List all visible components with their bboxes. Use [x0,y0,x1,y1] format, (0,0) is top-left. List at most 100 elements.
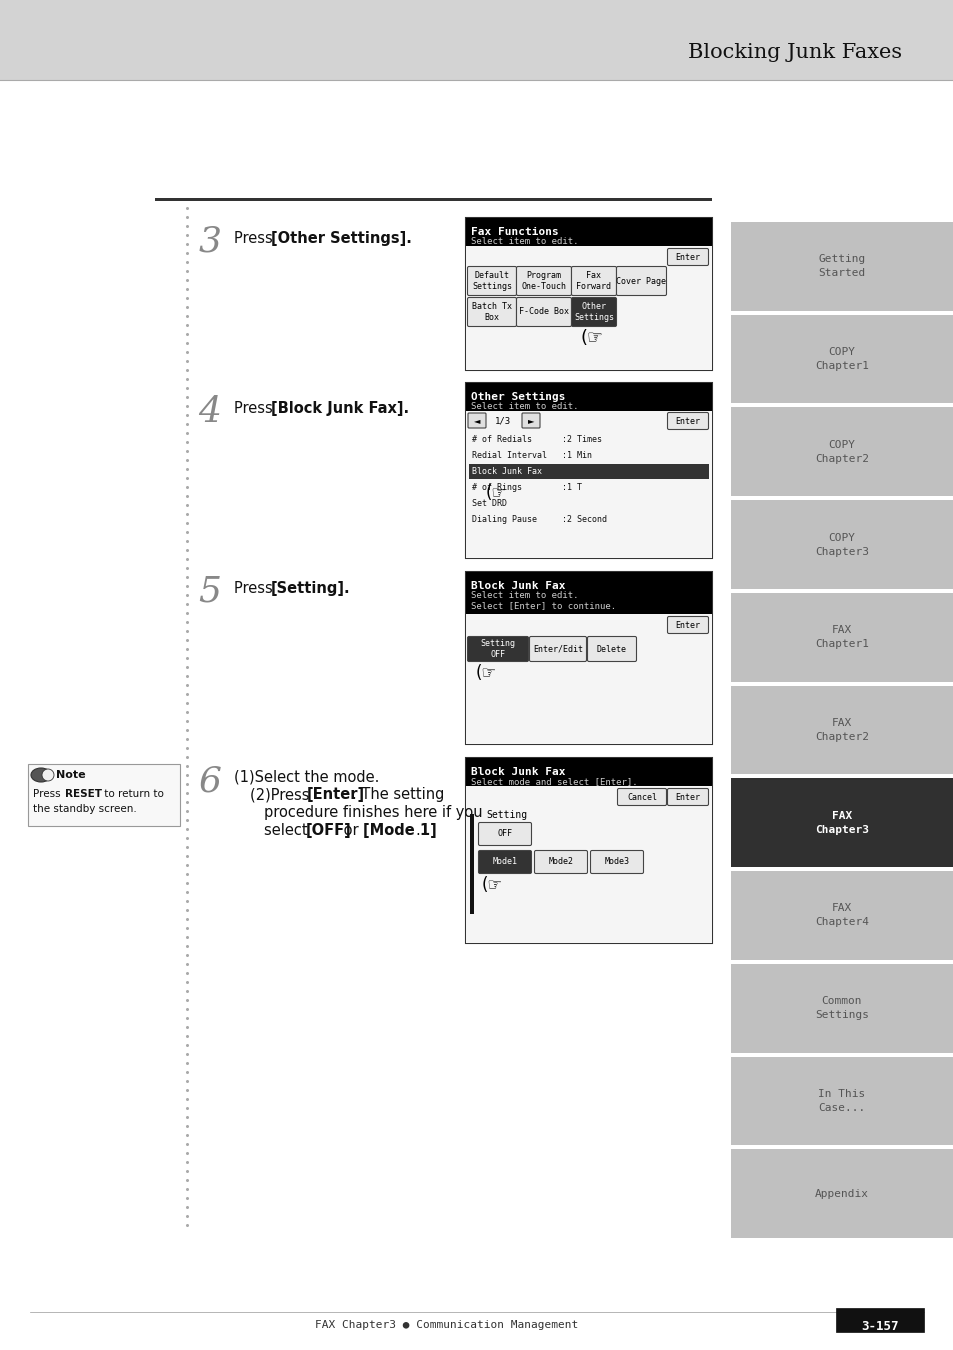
Text: (☞: (☞ [579,329,603,347]
Text: 3-157: 3-157 [861,1320,898,1332]
Bar [730,779,952,867]
Text: COPY
Chapter3: COPY Chapter3 [814,532,868,556]
Bar [730,501,952,589]
FancyBboxPatch shape [534,850,587,873]
Text: Fax Functions: Fax Functions [471,227,558,238]
Bar [730,1149,952,1238]
Text: RESET: RESET [65,788,102,799]
Text: Block Junk Fax: Block Junk Fax [471,767,565,778]
Text: (1)Select the mode.: (1)Select the mode. [233,769,379,784]
FancyBboxPatch shape [467,636,528,661]
Bar [470,814,474,914]
Bar [465,410,711,558]
Bar [154,198,711,201]
Text: Select item to edit.: Select item to edit. [471,238,578,246]
Text: Note: Note [56,769,86,780]
FancyBboxPatch shape [590,850,643,873]
Text: Enter: Enter [675,252,700,262]
Text: .: . [415,824,419,838]
Text: Cancel: Cancel [626,792,657,802]
Text: Redial Interval   :1 Min: Redial Interval :1 Min [472,451,592,460]
Bar [730,315,952,404]
Text: Select mode and select [Enter].: Select mode and select [Enter]. [471,778,637,786]
Bar [730,686,952,775]
Text: [Enter]: [Enter] [307,787,365,802]
Text: to return to: to return to [101,788,164,799]
Text: (☞: (☞ [481,876,502,894]
Bar [465,383,711,410]
Text: Delete: Delete [597,644,626,653]
Circle shape [42,769,54,782]
Text: # of Rings        :1 T: # of Rings :1 T [472,483,581,493]
Bar [465,572,711,614]
Text: procedure finishes here if you: procedure finishes here if you [264,805,482,819]
Bar [730,964,952,1053]
FancyBboxPatch shape [478,850,531,873]
Bar [465,246,711,370]
Bar [469,432,708,447]
FancyBboxPatch shape [516,297,571,327]
Bar [469,448,708,463]
Text: 4: 4 [198,396,221,429]
Bar [465,383,711,558]
Text: Cover Page: Cover Page [616,277,666,285]
Text: COPY
Chapter1: COPY Chapter1 [814,347,868,371]
Bar [730,871,952,960]
FancyBboxPatch shape [571,266,616,296]
Text: Select item to edit.: Select item to edit. [471,402,578,410]
Text: the standby screen.: the standby screen. [33,805,136,814]
Text: [Block Junk Fax].: [Block Junk Fax]. [271,401,408,416]
Text: Enter: Enter [675,792,700,802]
Text: FAX
Chapter2: FAX Chapter2 [814,718,868,743]
FancyBboxPatch shape [467,297,516,327]
Bar [465,572,711,744]
FancyBboxPatch shape [667,248,708,266]
Bar [28,764,180,826]
Text: ◄: ◄ [474,416,479,425]
Text: Setting: Setting [485,810,527,819]
Text: F-Code Box: F-Code Box [518,308,568,316]
Text: 6: 6 [198,765,221,799]
Text: # of Redials      :2 Times: # of Redials :2 Times [472,436,601,444]
FancyBboxPatch shape [587,636,636,661]
Text: ►: ► [527,416,534,425]
Text: Press: Press [233,580,277,595]
Text: Enter: Enter [675,417,700,425]
Bar [469,495,708,512]
Text: OFF: OFF [497,829,512,838]
Text: [Setting].: [Setting]. [271,580,350,595]
FancyBboxPatch shape [467,266,516,296]
FancyBboxPatch shape [468,413,485,428]
Text: (☞: (☞ [475,664,497,682]
Bar [730,593,952,682]
Bar [0,0,953,80]
Text: Getting
Started: Getting Started [818,254,864,278]
Text: Press: Press [233,231,277,246]
Text: Press: Press [233,401,277,416]
Text: [Other Settings].: [Other Settings]. [271,231,411,246]
Bar [469,512,708,526]
Text: 1/3: 1/3 [495,416,511,425]
FancyBboxPatch shape [529,636,586,661]
Text: Blocking Junk Faxes: Blocking Junk Faxes [687,42,902,62]
Text: (☞: (☞ [485,485,506,502]
Bar [465,217,711,370]
Text: Other
Settings: Other Settings [574,302,614,323]
Text: . The setting: . The setting [352,787,444,802]
FancyBboxPatch shape [667,617,708,633]
Bar [465,614,711,744]
Text: 3: 3 [198,225,221,259]
FancyBboxPatch shape [617,788,666,806]
Bar [465,217,711,246]
Text: Default
Settings: Default Settings [472,271,512,292]
Bar [730,408,952,497]
Text: Mode1: Mode1 [492,857,517,867]
Text: Enter: Enter [675,621,700,629]
Text: Dialing Pause     :2 Second: Dialing Pause :2 Second [472,516,606,525]
Text: Press: Press [33,788,64,799]
Bar [465,757,711,944]
Text: Program
One-Touch: Program One-Touch [521,271,566,292]
Text: Block Junk Fax: Block Junk Fax [472,467,541,477]
Bar [465,757,711,786]
FancyBboxPatch shape [478,822,531,845]
